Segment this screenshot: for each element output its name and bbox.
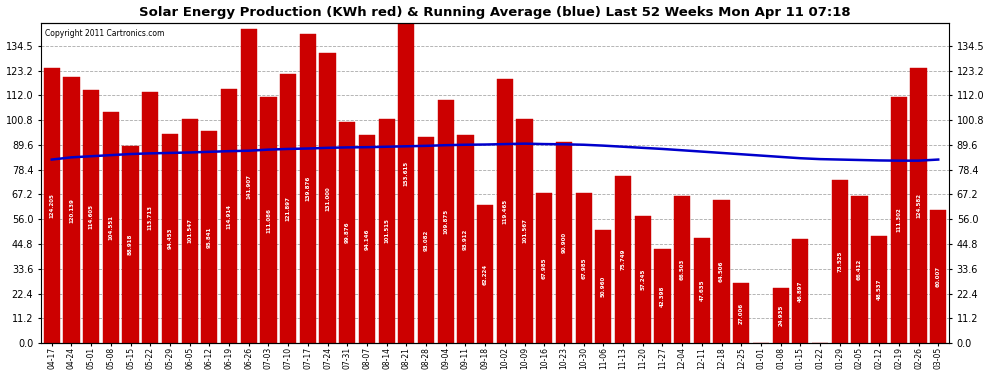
Bar [221, 89, 238, 343]
Text: 64.506: 64.506 [719, 261, 724, 282]
Text: 27.006: 27.006 [739, 303, 743, 324]
Bar [63, 78, 79, 343]
Text: 57.245: 57.245 [641, 269, 645, 291]
Bar [555, 142, 572, 343]
Text: 109.875: 109.875 [444, 209, 448, 234]
Bar [654, 249, 670, 343]
Text: 94.146: 94.146 [364, 228, 369, 250]
Text: 94.453: 94.453 [167, 228, 172, 249]
Bar [595, 230, 612, 343]
Bar [635, 216, 650, 343]
Text: 93.912: 93.912 [463, 229, 468, 250]
Text: 73.525: 73.525 [838, 251, 842, 273]
Bar [694, 238, 710, 343]
Bar [477, 206, 493, 343]
Bar [497, 79, 513, 343]
Text: 50.960: 50.960 [601, 276, 606, 297]
Text: 101.547: 101.547 [187, 218, 192, 243]
Text: 66.412: 66.412 [857, 259, 862, 280]
Text: 114.914: 114.914 [227, 204, 232, 228]
Bar [714, 200, 730, 343]
Text: 113.713: 113.713 [148, 205, 152, 230]
Text: 114.605: 114.605 [89, 204, 94, 229]
Bar [359, 135, 375, 343]
Bar [162, 134, 178, 343]
Text: 67.985: 67.985 [542, 257, 546, 279]
Text: 121.897: 121.897 [286, 196, 291, 221]
Bar [931, 210, 946, 343]
Text: 90.900: 90.900 [561, 232, 566, 253]
Text: 24.935: 24.935 [778, 305, 783, 326]
Bar [44, 69, 59, 343]
Bar [871, 236, 887, 343]
Bar [398, 3, 415, 343]
Text: 99.876: 99.876 [345, 222, 349, 243]
Bar [911, 68, 927, 343]
Bar [103, 112, 119, 343]
Text: 104.551: 104.551 [108, 215, 114, 240]
Bar [792, 239, 809, 343]
Text: 46.897: 46.897 [798, 280, 803, 302]
Text: 101.515: 101.515 [384, 218, 389, 243]
Text: 131.000: 131.000 [325, 186, 330, 211]
Text: 153.615: 153.615 [404, 160, 409, 186]
Text: 95.841: 95.841 [207, 226, 212, 248]
Text: 48.537: 48.537 [876, 279, 882, 300]
Text: 111.086: 111.086 [266, 208, 271, 232]
Text: 139.876: 139.876 [305, 176, 310, 201]
Text: 111.302: 111.302 [896, 208, 901, 232]
Bar [615, 176, 631, 343]
Bar [378, 118, 395, 343]
Bar [438, 100, 453, 343]
Text: 47.635: 47.635 [699, 280, 704, 301]
Bar [260, 98, 276, 343]
Bar [674, 196, 690, 343]
Title: Solar Energy Production (KWh red) & Running Average (blue) Last 52 Weeks Mon Apr: Solar Energy Production (KWh red) & Runn… [140, 6, 850, 18]
Bar [772, 288, 789, 343]
Bar [123, 147, 139, 343]
Bar [891, 97, 907, 343]
Text: 124.582: 124.582 [916, 193, 921, 218]
Text: Copyright 2011 Cartronics.com: Copyright 2011 Cartronics.com [46, 29, 165, 38]
Bar [575, 193, 592, 343]
Bar [457, 135, 473, 343]
Text: 75.749: 75.749 [621, 249, 626, 270]
Bar [832, 180, 847, 343]
Text: 67.985: 67.985 [581, 257, 586, 279]
Text: 88.918: 88.918 [128, 234, 133, 255]
Bar [280, 74, 296, 343]
Text: 60.007: 60.007 [936, 266, 940, 287]
Text: 93.082: 93.082 [424, 230, 429, 251]
Bar [201, 131, 218, 343]
Bar [537, 193, 552, 343]
Text: 101.567: 101.567 [522, 218, 527, 243]
Bar [340, 122, 355, 343]
Text: 42.398: 42.398 [660, 285, 665, 307]
Text: 119.465: 119.465 [502, 198, 507, 223]
Text: 120.139: 120.139 [69, 198, 74, 223]
Bar [241, 29, 256, 343]
Text: 141.907: 141.907 [247, 174, 251, 199]
Bar [181, 118, 198, 343]
Bar [517, 118, 533, 343]
Bar [418, 137, 435, 343]
Bar [143, 92, 158, 343]
Text: 66.503: 66.503 [680, 259, 685, 280]
Bar [734, 284, 749, 343]
Text: 124.205: 124.205 [50, 193, 54, 218]
Bar [320, 54, 336, 343]
Bar [300, 34, 316, 343]
Bar [83, 90, 99, 343]
Text: 62.224: 62.224 [483, 264, 488, 285]
Bar [851, 196, 867, 343]
